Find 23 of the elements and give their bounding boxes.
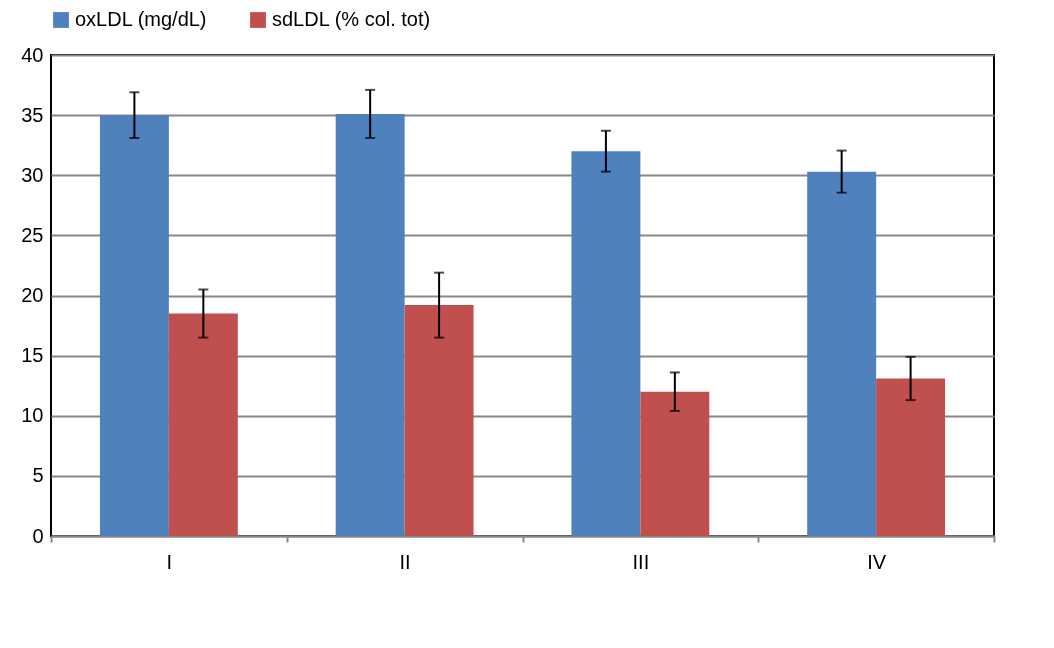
y-tick-label: 35 (21, 103, 44, 126)
bar (640, 391, 710, 536)
y-tick-label: 10 (21, 404, 44, 427)
y-tick-label: 20 (21, 284, 44, 306)
legend-label: sdLDL (% col. tot) (272, 8, 431, 30)
y-tick-label: 30 (21, 163, 44, 186)
x-tick-label: III (632, 550, 650, 573)
x-tick-label: II (399, 550, 411, 573)
y-tick-label: 0 (32, 524, 44, 547)
y-tick-label: 15 (21, 344, 44, 367)
x-tick-label: I (166, 550, 173, 573)
x-tick-label: IV (867, 550, 887, 573)
y-tick-label: 40 (21, 43, 44, 66)
bar (807, 171, 877, 536)
bar (168, 313, 238, 536)
bar (404, 305, 474, 536)
legend-label: oxLDL (mg/dL) (75, 8, 207, 30)
bar (335, 113, 405, 536)
y-tick-label: 25 (21, 223, 44, 246)
bar (99, 115, 169, 536)
y-tick-label: 5 (32, 464, 44, 487)
bar (571, 151, 641, 536)
bar (876, 378, 946, 536)
